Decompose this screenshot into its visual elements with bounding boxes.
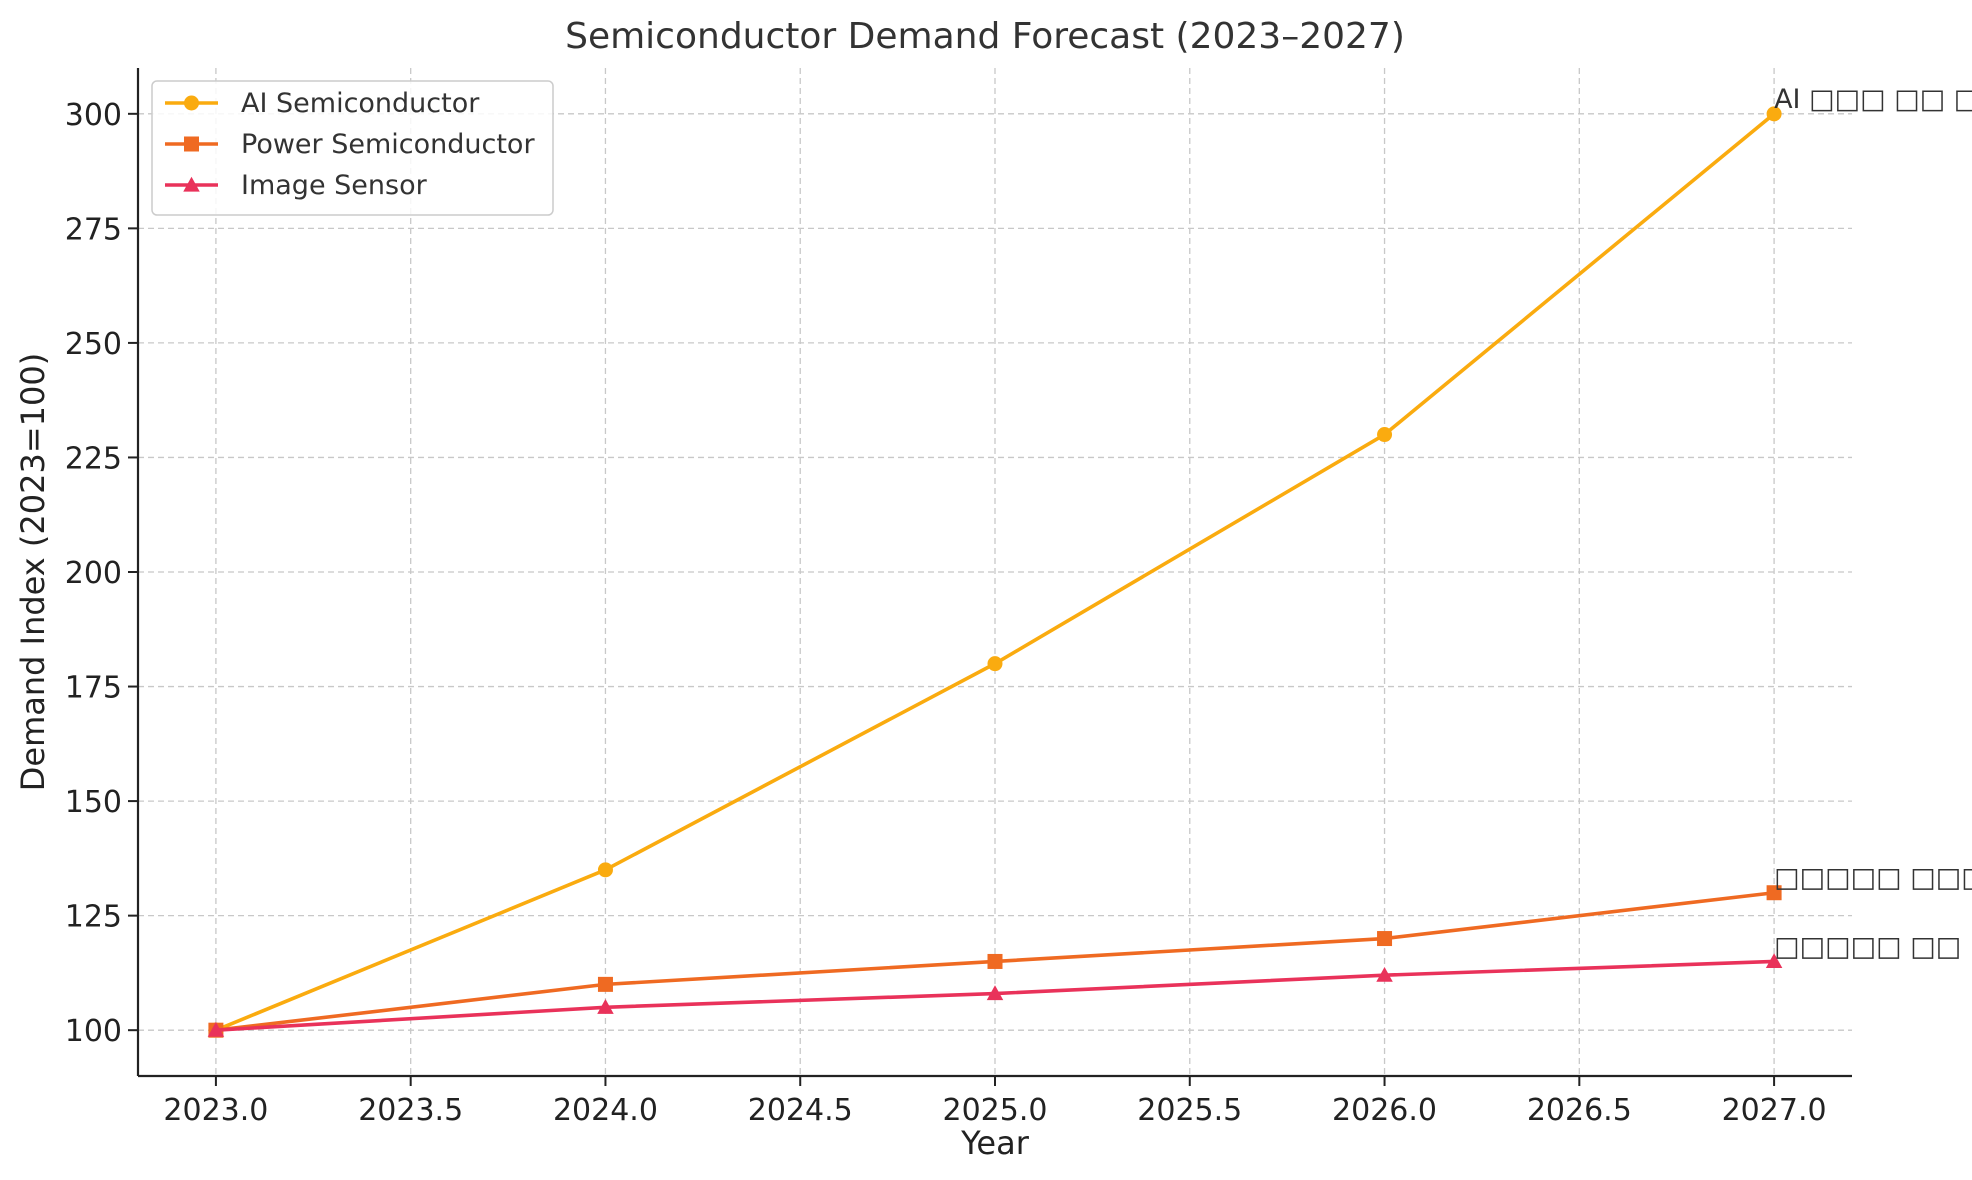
x-tick-label: 2025.5 xyxy=(1137,1093,1242,1128)
y-tick-label: 225 xyxy=(65,441,122,476)
legend: AI Semiconductor Power Semiconductor Image… xyxy=(151,80,554,216)
y-tick-label: 100 xyxy=(65,1014,122,1049)
y-axis-label: Demand Index (2023=100) xyxy=(14,353,52,791)
legend-marker xyxy=(184,95,199,111)
x-tick-label: 2023.5 xyxy=(358,1093,463,1128)
data-point xyxy=(1766,885,1782,901)
data-point xyxy=(987,953,1003,969)
y-tick-label: 150 xyxy=(65,785,122,820)
annotations: AI □□□ □□ □□ □□□□□ □□□ □□ □□□□□ □□ □□ xyxy=(1774,84,1972,963)
series xyxy=(207,106,1783,1038)
series-image-sensor xyxy=(207,953,1783,1037)
x-tick-label: 2025.0 xyxy=(943,1093,1048,1128)
y-ticks: 100 125 150 175 200 225 250 275 300 xyxy=(65,98,138,1049)
annotation-label: □□□□□ □□ □□ xyxy=(1774,931,1972,962)
annotation-label: AI □□□ □□ □□ xyxy=(1774,84,1972,115)
y-tick-label: 125 xyxy=(65,900,122,935)
legend-item: AI Semiconductor xyxy=(165,88,480,119)
data-point xyxy=(1377,427,1393,443)
x-tick-label: 2026.0 xyxy=(1332,1093,1437,1128)
x-ticks: 2023.0 2023.5 2024.0 2024.5 2025.0 2025.5 2026… xyxy=(163,1076,1827,1128)
x-tick-label: 2024.0 xyxy=(553,1093,658,1128)
data-point xyxy=(1766,106,1782,122)
legend-label: Power Semiconductor xyxy=(241,129,535,160)
legend-marker xyxy=(184,136,199,152)
annotation-label: □□□□□ □□□ □□ xyxy=(1774,863,1972,894)
data-point xyxy=(597,999,614,1014)
x-axis-label: Year xyxy=(960,1124,1030,1162)
x-tick-label: 2027.0 xyxy=(1722,1093,1827,1128)
legend-label: Image Sensor xyxy=(241,170,428,201)
data-point xyxy=(986,985,1004,1001)
data-point xyxy=(597,862,613,878)
data-point xyxy=(597,976,613,992)
data-point xyxy=(1377,931,1393,947)
x-tick-label: 2024.5 xyxy=(748,1093,853,1128)
y-tick-label: 200 xyxy=(65,556,122,591)
chart-title: Semiconductor Demand Forecast (2023–2027… xyxy=(565,16,1405,57)
x-tick-label: 2026.5 xyxy=(1527,1093,1632,1128)
data-point xyxy=(207,1021,225,1037)
data-point xyxy=(1765,953,1783,969)
legend-marker xyxy=(183,176,200,192)
legend-item: Power Semiconductor xyxy=(165,129,535,160)
legend-item: Image Sensor xyxy=(165,170,428,201)
data-point xyxy=(987,656,1003,672)
y-tick-label: 175 xyxy=(65,671,122,706)
y-tick-label: 300 xyxy=(65,98,122,133)
x-tick-label: 2023.0 xyxy=(163,1093,268,1128)
y-tick-label: 250 xyxy=(65,327,122,362)
legend-box xyxy=(151,80,554,216)
y-tick-label: 275 xyxy=(65,212,122,247)
data-point xyxy=(1376,966,1393,982)
legend-label: AI Semiconductor xyxy=(241,88,480,119)
